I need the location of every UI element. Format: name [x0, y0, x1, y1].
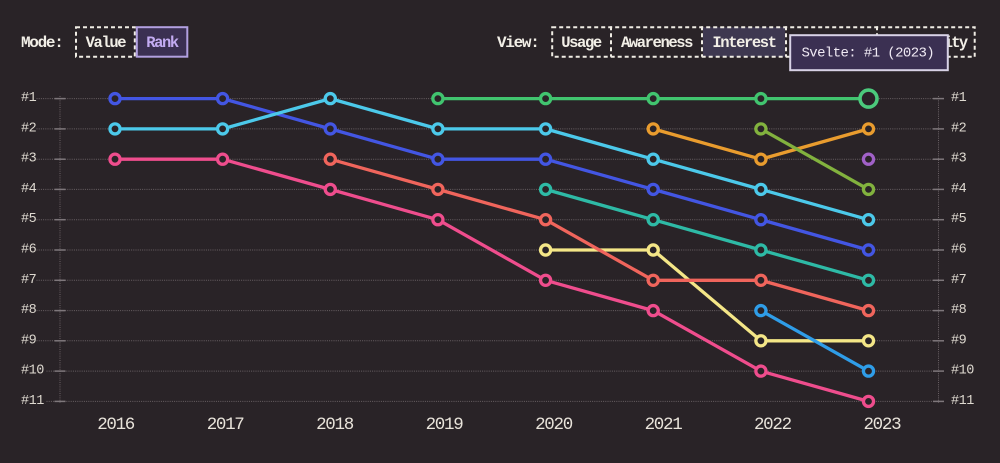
svg-text:2020: 2020: [535, 415, 573, 435]
svg-text:#11: #11: [21, 394, 44, 409]
svg-text:2021: 2021: [645, 415, 683, 435]
svg-text:#9: #9: [951, 333, 967, 348]
svg-text:#7: #7: [21, 273, 37, 288]
svg-text:#8: #8: [951, 303, 967, 318]
svg-text:2022: 2022: [754, 415, 792, 435]
svg-text:#3: #3: [951, 152, 967, 167]
svg-text:#2: #2: [21, 121, 37, 136]
svg-text:2016: 2016: [97, 415, 135, 435]
svg-text:#11: #11: [951, 394, 974, 409]
svg-text:View:: View:: [497, 34, 539, 52]
svg-text:#5: #5: [21, 212, 37, 227]
svg-text:#8: #8: [21, 303, 37, 318]
svg-text:#1: #1: [951, 91, 967, 106]
svg-text:Svelte: #1 (2023): Svelte: #1 (2023): [801, 46, 934, 62]
svg-text:#9: #9: [21, 333, 37, 348]
svg-text:#4: #4: [951, 182, 967, 197]
svg-text:Usage: Usage: [561, 34, 602, 52]
svg-text:#7: #7: [951, 273, 967, 288]
svg-text:Mode:: Mode:: [21, 34, 63, 52]
svg-text:#2: #2: [951, 121, 967, 136]
svg-text:Value: Value: [86, 34, 127, 52]
svg-text:#4: #4: [21, 182, 37, 197]
svg-text:Awareness: Awareness: [621, 34, 693, 52]
svg-text:Rank: Rank: [146, 34, 179, 52]
svg-text:#6: #6: [21, 243, 37, 258]
svg-text:#1: #1: [21, 91, 37, 106]
svg-text:#6: #6: [951, 243, 967, 258]
svg-text:2017: 2017: [207, 415, 245, 435]
svg-text:2018: 2018: [316, 415, 354, 435]
svg-text:#5: #5: [951, 212, 967, 227]
svg-text:#10: #10: [951, 364, 974, 379]
svg-text:#3: #3: [21, 152, 37, 167]
svg-text:2019: 2019: [426, 415, 464, 435]
svg-text:2023: 2023: [863, 415, 901, 435]
svg-text:#10: #10: [21, 364, 44, 379]
svg-text:Interest: Interest: [712, 34, 775, 52]
